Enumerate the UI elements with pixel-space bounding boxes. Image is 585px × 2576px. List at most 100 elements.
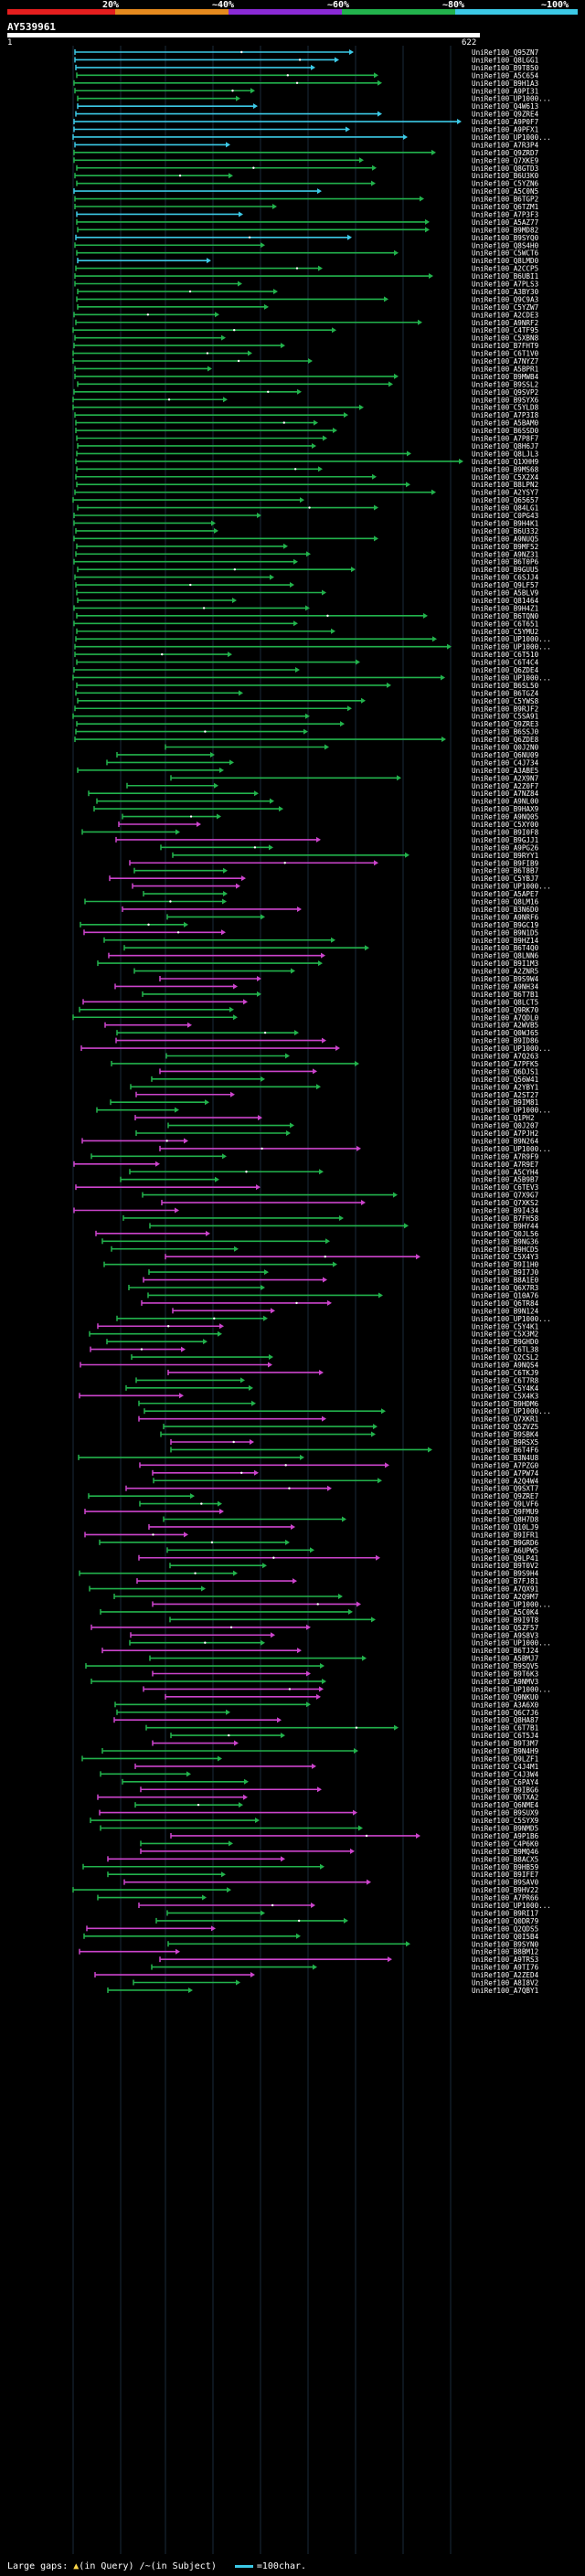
alignment-row[interactable]: UniRef100_B9GHD0 — [106, 1338, 539, 1346]
hit-label[interactable]: UniRef100_A7QDL0 — [472, 1013, 539, 1022]
alignment-row[interactable]: UniRef100_A9PFX1 — [73, 126, 539, 134]
alignment-row[interactable]: UniRef100_A2YBY1 — [130, 1083, 539, 1091]
hit-label[interactable]: UniRef100_A7QBY1 — [472, 1987, 539, 1995]
hit-label[interactable]: UniRef100_B9GRD6 — [472, 1539, 539, 1547]
alignment-row[interactable]: UniRef100_Q9C9A3 — [76, 295, 538, 303]
hit-label[interactable]: UniRef100_C6T1V0 — [472, 350, 539, 358]
hit-label[interactable]: UniRef100_B8A1E0 — [472, 1277, 539, 1285]
hit-label[interactable]: UniRef100_C6SJJ4 — [472, 574, 539, 582]
alignment-row[interactable]: UniRef100_Q9SVP2 — [73, 388, 538, 397]
alignment-row[interactable]: UniRef100_A9P1B6 — [170, 1832, 539, 1840]
hit-label[interactable]: UniRef100_A6UPW5 — [472, 1546, 538, 1554]
alignment-row[interactable]: UniRef100_A3ABE5 — [77, 767, 538, 775]
alignment-row[interactable]: UniRef100_Q9ZRE4 — [75, 111, 539, 119]
alignment-row[interactable]: UniRef100_B8BM12 — [79, 1948, 538, 1956]
hit-label[interactable]: UniRef100_UP1000... — [472, 1407, 551, 1415]
alignment-row[interactable]: UniRef100_B8A1E0 — [143, 1277, 539, 1285]
alignment-row[interactable]: UniRef100_Q9FMU9 — [84, 1508, 539, 1516]
alignment-row[interactable]: UniRef100_Q6TR84 — [141, 1299, 539, 1308]
alignment-row[interactable]: UniRef100_A2X9N7 — [170, 774, 538, 782]
alignment-row[interactable]: UniRef100_A8I8V2 — [133, 1979, 538, 1988]
hit-label[interactable]: UniRef100_B6SSJ0 — [472, 728, 539, 737]
hit-label[interactable]: UniRef100_B9MWB4 — [472, 373, 539, 381]
alignment-row[interactable]: UniRef100_A7QX91 — [89, 1585, 539, 1594]
hit-label[interactable]: UniRef100_A7R9E7 — [472, 1161, 538, 1169]
hit-label[interactable]: UniRef100_A2Q4W4 — [472, 1477, 539, 1485]
alignment-row[interactable]: UniRef100_Q7XKR1 — [138, 1415, 539, 1424]
hit-label[interactable]: UniRef100_C5YZN6 — [472, 180, 539, 188]
hit-label[interactable]: UniRef100_B9I0F8 — [472, 828, 539, 836]
hit-label[interactable]: UniRef100_B9SUX9 — [472, 1809, 539, 1818]
hit-label[interactable]: UniRef100_B6T4Q0 — [472, 944, 539, 952]
alignment-row[interactable]: UniRef100_C5XY00 — [118, 821, 539, 829]
alignment-row[interactable]: UniRef100_C6PAY4 — [122, 1778, 539, 1786]
alignment-row[interactable]: UniRef100_A9NL00 — [96, 798, 539, 806]
hit-label[interactable]: UniRef100_B9H4K1 — [472, 519, 539, 527]
alignment-row[interactable]: UniRef100_A5CYH4 — [129, 1168, 539, 1176]
alignment-row[interactable]: UniRef100_B9IFE7 — [107, 1871, 538, 1879]
hit-label[interactable]: UniRef100_B9MF52 — [472, 543, 538, 551]
hit-label[interactable]: UniRef100_Q95ZN7 — [472, 48, 538, 57]
alignment-row[interactable]: UniRef100_B9I0F8 — [81, 828, 539, 836]
alignment-row[interactable]: UniRef100_A9S8V3 — [130, 1631, 538, 1639]
alignment-row[interactable]: UniRef100_UP1000... — [129, 1639, 551, 1648]
hit-label[interactable]: UniRef100_Q8LGG1 — [472, 56, 539, 64]
hit-label[interactable]: UniRef100_Q9SVP2 — [472, 388, 538, 397]
alignment-row[interactable]: UniRef100_B9SBK4 — [160, 1431, 539, 1439]
alignment-row[interactable]: UniRef100_B9IM81 — [110, 1098, 539, 1107]
alignment-row[interactable]: UniRef100_Q10LJ9 — [148, 1523, 539, 1532]
hit-label[interactable]: UniRef100_UP1000... — [472, 133, 551, 142]
alignment-row[interactable]: UniRef100_Q81464 — [77, 597, 539, 605]
alignment-row[interactable]: UniRef100_Q5ZF57 — [90, 1624, 538, 1632]
hit-label[interactable]: UniRef100_UP1000... — [472, 1600, 551, 1608]
alignment-row[interactable]: UniRef100_B9SQV5 — [85, 1662, 538, 1670]
alignment-row[interactable]: UniRef100_B9S9H4 — [79, 1570, 539, 1578]
alignment-row[interactable]: UniRef100_B9N1D5 — [83, 928, 538, 937]
alignment-row[interactable]: UniRef100_B9GJJ1 — [115, 836, 539, 844]
hit-label[interactable]: UniRef100_A3ABE5 — [472, 767, 538, 775]
hit-label[interactable]: UniRef100_A8I8V2 — [472, 1979, 538, 1988]
alignment-row[interactable]: UniRef100_B6U3K0 — [74, 172, 539, 180]
alignment-row[interactable]: UniRef100_A2ZNR5 — [133, 968, 538, 976]
alignment-row[interactable]: UniRef100_Q9NKU0 — [165, 1693, 539, 1701]
alignment-row[interactable]: UniRef100_Q0WJ65 — [116, 1029, 538, 1037]
alignment-row[interactable]: UniRef100_C4J3W4 — [100, 1770, 539, 1778]
hit-label[interactable]: UniRef100_A5CYH4 — [472, 1168, 539, 1176]
alignment-row[interactable]: UniRef100_C5YMU2 — [76, 628, 538, 636]
hit-label[interactable]: UniRef100_A9PFX1 — [472, 126, 539, 134]
hit-label[interactable]: UniRef100_B9NG36 — [472, 1237, 539, 1246]
hit-label[interactable]: UniRef100_Q8H6J7 — [472, 442, 538, 451]
alignment-row[interactable]: UniRef100_B9SUX9 — [99, 1809, 539, 1818]
alignment-row[interactable]: UniRef100_Q8LGG1 — [74, 56, 539, 64]
alignment-row[interactable]: UniRef100_Q8H7D8 — [163, 1516, 539, 1524]
hit-label[interactable]: UniRef100_B9HDM6 — [472, 1400, 539, 1408]
hit-label[interactable]: UniRef100_B9IFE7 — [472, 1871, 538, 1879]
alignment-row[interactable]: UniRef100_Q10A76 — [147, 1291, 539, 1299]
alignment-row[interactable]: UniRef100_B9T3M7 — [152, 1740, 538, 1748]
hit-label[interactable]: UniRef100_Q8LJL3 — [472, 450, 538, 458]
hit-label[interactable]: UniRef100_Q6NU09 — [472, 751, 539, 759]
alignment-row[interactable]: UniRef100_A2CDE3 — [73, 311, 538, 319]
alignment-row[interactable]: UniRef100_Q9ZRD7 — [73, 149, 538, 157]
hit-label[interactable]: UniRef100_B6U332 — [472, 527, 538, 535]
alignment-row[interactable]: UniRef100_A5APE7 — [143, 890, 538, 898]
hit-label[interactable]: UniRef100_A9NRF6 — [472, 913, 539, 921]
alignment-row[interactable]: UniRef100_A7P8F7 — [76, 435, 538, 443]
alignment-row[interactable]: UniRef100_C5SA91 — [72, 713, 539, 721]
alignment-row[interactable]: UniRef100_C6TKJ9 — [167, 1369, 539, 1377]
hit-label[interactable]: UniRef100_B9I434 — [472, 1207, 539, 1215]
hit-label[interactable]: UniRef100_B6T7B1 — [472, 991, 539, 999]
hit-label[interactable]: UniRef100_B9FIB9 — [472, 859, 539, 867]
alignment-row[interactable]: UniRef100_Q5ZVZ5 — [163, 1423, 538, 1431]
hit-label[interactable]: UniRef100_Q9LF57 — [472, 581, 538, 589]
alignment-row[interactable]: UniRef100_B9I1M3 — [97, 959, 538, 968]
alignment-row[interactable]: UniRef100_C6TL38 — [90, 1346, 539, 1354]
alignment-row[interactable]: UniRef100_A7NZ84 — [88, 790, 539, 798]
alignment-row[interactable]: UniRef100_B7FH58 — [122, 1214, 539, 1223]
alignment-row[interactable]: UniRef100_A5C0N5 — [73, 187, 538, 196]
alignment-row[interactable]: UniRef100_B9SYX6 — [72, 396, 539, 404]
alignment-row[interactable]: UniRef100_Q9ZRE7 — [88, 1492, 538, 1500]
alignment-row[interactable]: UniRef100_A5BPR1 — [74, 365, 539, 373]
hit-label[interactable]: UniRef100_B6SL50 — [472, 682, 539, 690]
alignment-row[interactable]: UniRef100_UP1000... — [138, 1902, 551, 1910]
